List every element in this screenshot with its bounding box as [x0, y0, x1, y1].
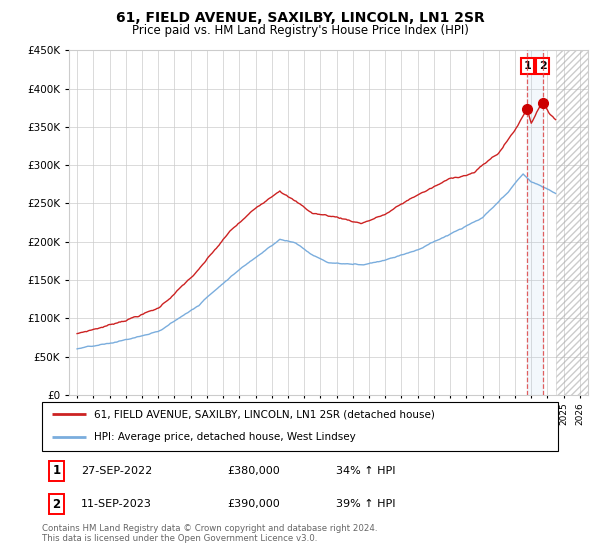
Text: 2: 2 — [52, 498, 61, 511]
Text: 27-SEP-2022: 27-SEP-2022 — [80, 466, 152, 476]
Text: 1: 1 — [52, 464, 61, 477]
Bar — [556, 50, 588, 395]
Text: Contains HM Land Registry data © Crown copyright and database right 2024.
This d: Contains HM Land Registry data © Crown c… — [42, 524, 377, 543]
Text: 2: 2 — [539, 60, 547, 71]
Text: 61, FIELD AVENUE, SAXILBY, LINCOLN, LN1 2SR: 61, FIELD AVENUE, SAXILBY, LINCOLN, LN1 … — [116, 11, 484, 25]
Text: £380,000: £380,000 — [228, 466, 281, 476]
Text: 39% ↑ HPI: 39% ↑ HPI — [336, 499, 395, 509]
Bar — [527, 50, 542, 395]
Text: £390,000: £390,000 — [228, 499, 281, 509]
Text: 34% ↑ HPI: 34% ↑ HPI — [336, 466, 395, 476]
Bar — [556, 50, 588, 395]
Text: 1: 1 — [523, 60, 531, 71]
Text: HPI: Average price, detached house, West Lindsey: HPI: Average price, detached house, West… — [94, 432, 355, 442]
FancyBboxPatch shape — [42, 402, 558, 451]
Text: Price paid vs. HM Land Registry's House Price Index (HPI): Price paid vs. HM Land Registry's House … — [131, 24, 469, 36]
Text: 61, FIELD AVENUE, SAXILBY, LINCOLN, LN1 2SR (detached house): 61, FIELD AVENUE, SAXILBY, LINCOLN, LN1 … — [94, 409, 434, 419]
Text: 11-SEP-2023: 11-SEP-2023 — [80, 499, 152, 509]
